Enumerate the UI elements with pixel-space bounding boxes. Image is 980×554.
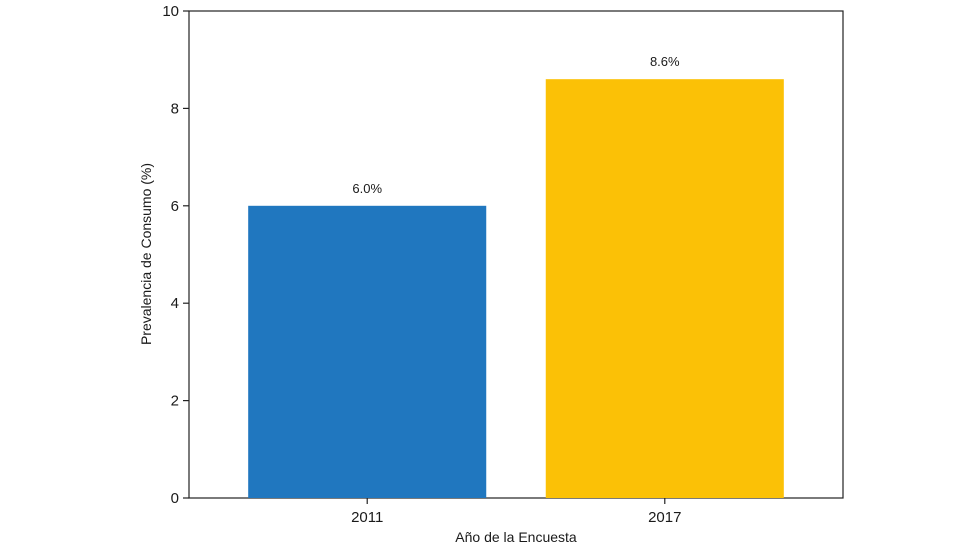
x-tick-label: 2011: [351, 509, 383, 526]
y-tick-label: 8: [171, 100, 179, 117]
y-tick-label: 6: [171, 198, 179, 215]
y-tick-label: 2: [171, 393, 179, 410]
y-tick-label: 4: [171, 295, 179, 312]
x-tick-label: 2017: [648, 509, 681, 526]
data-labels-group: 6.0% 8.6%: [352, 54, 680, 196]
x-axis-label: Año de la Encuesta: [455, 529, 577, 545]
data-label-2017: 8.6%: [650, 54, 680, 69]
plot-frame: [188, 10, 844, 499]
data-label-2011: 6.0%: [352, 181, 382, 196]
bar-2017: [545, 79, 784, 499]
y-axis-ticks: 0 2 4 6 8 10: [162, 3, 189, 507]
y-axis-label: Prevalencia de Consumo (%): [138, 163, 154, 345]
bar-2011: [248, 205, 487, 499]
x-axis-ticks: 2011 2017: [351, 498, 681, 526]
bars-group: [248, 79, 784, 499]
y-tick-label: 0: [171, 490, 179, 507]
y-tick-label: 10: [162, 3, 179, 20]
